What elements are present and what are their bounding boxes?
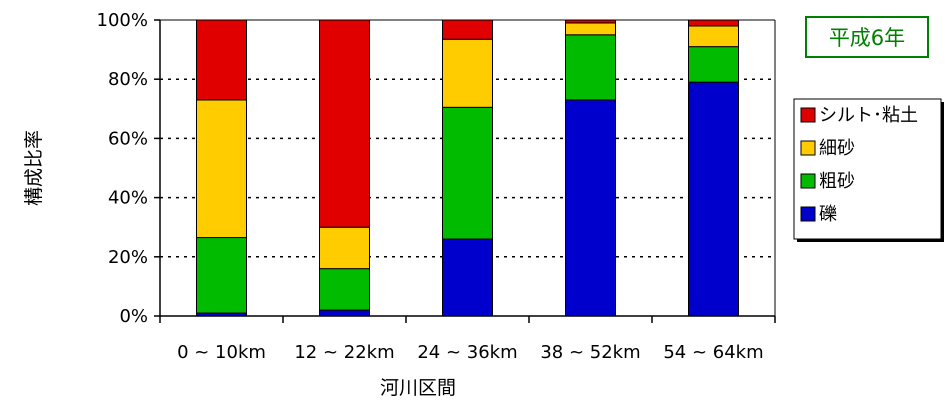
y-axis-title: 構成比率	[23, 130, 45, 206]
legend-label: 礫	[819, 204, 837, 225]
bar-segment-4-1	[565, 99, 616, 317]
legend-box	[793, 98, 942, 240]
y-tick-label: 80%	[108, 69, 148, 90]
x-tick-label: 12 ~ 22km	[294, 342, 394, 363]
y-tick-label: 60%	[108, 128, 148, 149]
bar-segment-5-3	[688, 25, 739, 48]
bar-segment-3-4	[442, 19, 493, 40]
x-tick-label: 24 ~ 36km	[417, 342, 517, 363]
bars	[196, 19, 739, 317]
bar-segment-1-3	[196, 99, 247, 239]
x-axis-title: 河川区間	[380, 377, 456, 399]
y-tick-label: 40%	[108, 188, 148, 209]
x-tick-label: 54 ~ 64km	[663, 342, 763, 363]
legend-swatch	[800, 140, 816, 156]
x-tick-label: 38 ~ 52km	[540, 342, 640, 363]
bar-segment-3-3	[442, 38, 493, 108]
legend-label: シルト･粘土	[819, 105, 918, 126]
legend-swatch	[800, 173, 816, 189]
legend-label: 細砂	[819, 138, 855, 159]
bar-segment-4-3	[565, 22, 616, 36]
gridlines	[160, 78, 775, 258]
bar-segment-2-4	[319, 19, 370, 228]
axes	[154, 19, 776, 323]
legend-swatch	[800, 206, 816, 222]
year-badge: 平成6年	[805, 16, 929, 58]
bar-segment-4-2	[565, 34, 616, 101]
bar-segment-3-1	[442, 238, 493, 317]
y-tick-labels: 0% 20% 40% 60% 80% 100%	[97, 10, 148, 327]
legend-label: 粗砂	[819, 171, 855, 192]
year-badge-text: 平成6年	[829, 26, 905, 50]
bar-segment-5-2	[688, 46, 739, 83]
bar-segment-2-1	[319, 309, 370, 317]
y-tick-label: 0%	[119, 306, 148, 327]
bar-segment-1-4	[196, 19, 247, 101]
bar-segment-5-4	[688, 19, 739, 27]
bar-segment-5-1	[688, 81, 739, 317]
x-tick-labels: 0 ~ 10km 12 ~ 22km 24 ~ 36km 38 ~ 52km 54 ~ …	[177, 342, 764, 363]
legend-swatch	[800, 107, 816, 123]
bar-segment-3-2	[442, 106, 493, 240]
year-badge-box	[805, 16, 929, 58]
bar-segment-2-2	[319, 268, 370, 311]
bar-segment-2-3	[319, 226, 370, 270]
y-tick-label: 20%	[108, 247, 148, 268]
y-tick-label: 100%	[97, 10, 148, 31]
bar-segment-1-2	[196, 237, 247, 314]
x-tick-label: 0 ~ 10km	[177, 342, 266, 363]
